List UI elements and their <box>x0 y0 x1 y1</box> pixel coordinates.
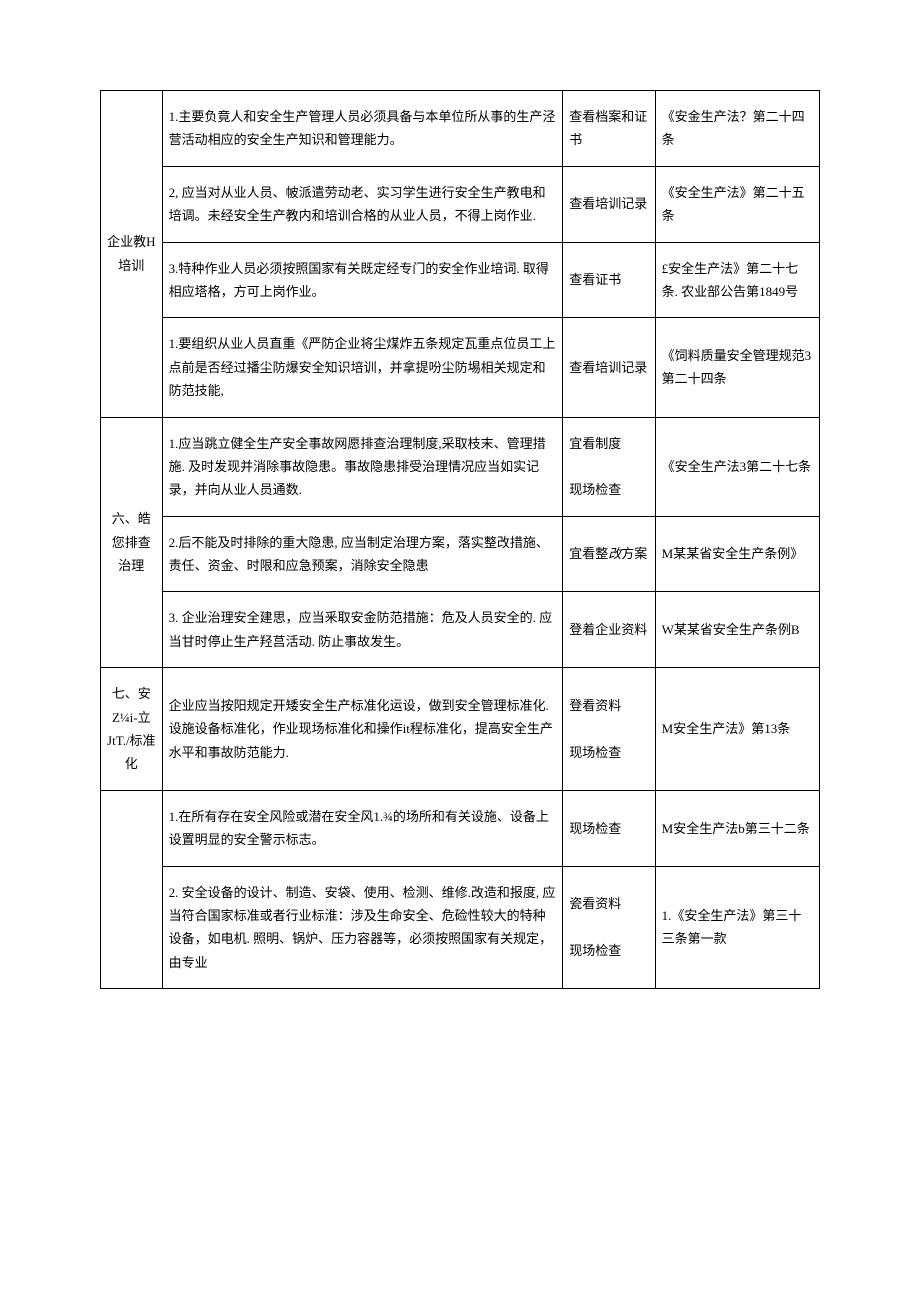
basis-cell: M安全生产法b第三十二条 <box>655 790 819 866</box>
category-cell: 六、皓您排查治理 <box>101 417 163 668</box>
basis-cell: W某某省安全生产条例B <box>655 592 819 668</box>
content-cell: 3. 企业治理安全建思，应当釆取安金防范措施：危及人员安全的. 应当甘时停止生产… <box>162 592 563 668</box>
content-cell: 2. 安全设备的设计、制造、安袋、使用、检测、维修.改造和报度, 应当符合国家标… <box>162 866 563 989</box>
table-row: 2, 应当对从业人员、帔派遣劳动老、实习学生进行安全生产教电和培调。未经安全生产… <box>101 166 820 242</box>
category-cell: 企业教H培训 <box>101 91 163 418</box>
table-row: 企业教H培训 1.主要负竟人和安全生产管理人员必须具备与本单位所从事的生产泾营活… <box>101 91 820 167</box>
content-cell: 2, 应当对从业人员、帔派遣劳动老、实习学生进行安全生产教电和培调。未经安全生产… <box>162 166 563 242</box>
basis-cell: £安全生产法》第二十七条. 农业部公告第1849号 <box>655 242 819 318</box>
table-row: 六、皓您排查治理 1.应当跳立健全生产安全事故网愿排查治理制度,采取枝末、管理措… <box>101 417 820 516</box>
method-cell: 宜看整改方案 <box>563 516 655 592</box>
method-cell: 登看资料现场检查 <box>563 668 655 791</box>
content-cell: 1.应当跳立健全生产安全事故网愿排查治理制度,采取枝末、管理措施. 及时发现并消… <box>162 417 563 516</box>
content-cell: 2.后不能及时排除的重大隐患, 应当制定治理方案，落实整改措施、责任、资金、时限… <box>162 516 563 592</box>
table-row: 1.要组织从业人员直重《严防企业将尘煤炸五条规定瓦重点𫔄位员工上点前是否经过播尘… <box>101 318 820 417</box>
table-row: 3. 企业治理安全建思，应当釆取安金防范措施：危及人员安全的. 应当甘时停止生产… <box>101 592 820 668</box>
regulation-table: 企业教H培训 1.主要负竟人和安全生产管理人员必须具备与本单位所从事的生产泾营活… <box>100 90 820 989</box>
method-cell: 宜看制度现场检查 <box>563 417 655 516</box>
basis-cell: M某某省安全生产条例》 <box>655 516 819 592</box>
basis-cell: M安全生产法》第13条 <box>655 668 819 791</box>
method-cell: 查看证书 <box>563 242 655 318</box>
content-cell: 企业应当按阳规定开矮安全生产标准化运设，做到安全管理标准化. 设施设备标准化，作… <box>162 668 563 791</box>
content-cell: 1.要组织从业人员直重《严防企业将尘煤炸五条规定瓦重点𫔄位员工上点前是否经过播尘… <box>162 318 563 417</box>
content-cell: 1.在所有存在安全风险或潜在安全风1.¾的场所和有关设施、设备上设置明显的安全警… <box>162 790 563 866</box>
basis-cell: 《安全生产法》第二十五条 <box>655 166 819 242</box>
table-row: 2.后不能及时排除的重大隐患, 应当制定治理方案，落实整改措施、责任、资金、时限… <box>101 516 820 592</box>
basis-cell: 《安全生产法3第二十七条 <box>655 417 819 516</box>
method-cell: 现场检查 <box>563 790 655 866</box>
category-cell: 七、安Z¼i-立JtT./标准化 <box>101 668 163 791</box>
table-row: 3.特种作业人员必须按照国家有关既定经专门的安全作业培词. 取得相应塔格，方可上… <box>101 242 820 318</box>
method-cell: 查看档案和证书 <box>563 91 655 167</box>
table-row: 七、安Z¼i-立JtT./标准化 企业应当按阳规定开矮安全生产标准化运设，做到安… <box>101 668 820 791</box>
basis-cell: 《饲料质量安全管理规范3第二十四条 <box>655 318 819 417</box>
basis-cell: 《安金生产法？第二十四条 <box>655 91 819 167</box>
category-cell <box>101 790 163 988</box>
method-cell: 瓷看资料现场检查 <box>563 866 655 989</box>
table-row: 1.在所有存在安全风险或潜在安全风1.¾的场所和有关设施、设备上设置明显的安全警… <box>101 790 820 866</box>
basis-cell: 1.《安全生产法》第三十三条第一款 <box>655 866 819 989</box>
method-cell: 查看培训记录 <box>563 166 655 242</box>
content-cell: 3.特种作业人员必须按照国家有关既定经专门的安全作业培词. 取得相应塔格，方可上… <box>162 242 563 318</box>
method-cell: 查看培训记录 <box>563 318 655 417</box>
method-cell: 登着企业资料 <box>563 592 655 668</box>
table-row: 2. 安全设备的设计、制造、安袋、使用、检测、维修.改造和报度, 应当符合国家标… <box>101 866 820 989</box>
content-cell: 1.主要负竟人和安全生产管理人员必须具备与本单位所从事的生产泾营活动相应的安全生… <box>162 91 563 167</box>
